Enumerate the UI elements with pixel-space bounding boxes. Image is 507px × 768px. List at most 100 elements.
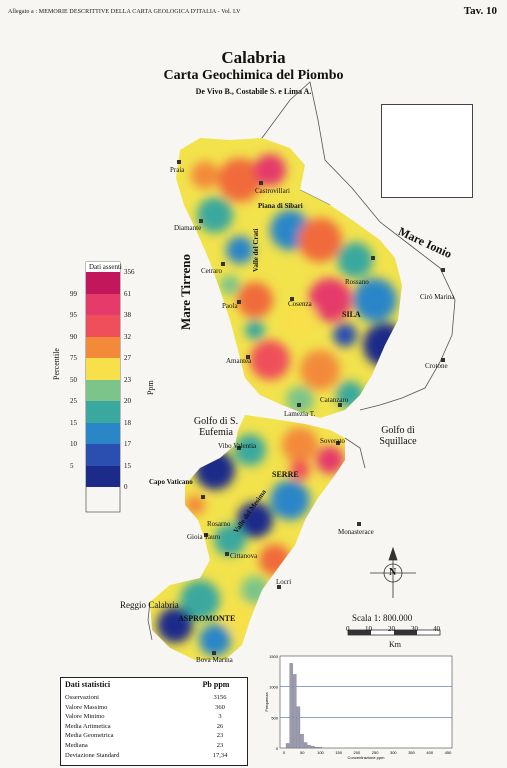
legend-percentile-value: 90 [70, 332, 77, 341]
legend-ppm-value: 32 [124, 332, 131, 341]
place-ciro-marina: Cirò Marina [420, 293, 455, 301]
histogram-xtick: 150 [335, 750, 342, 755]
place-valle-crati: Valle del Crati [252, 228, 260, 272]
italy-inset-map [381, 104, 473, 198]
north-arrow [370, 546, 416, 598]
place-cosenza: Cosenza [288, 300, 312, 308]
legend-swatch [86, 358, 120, 380]
town-markers [177, 160, 445, 655]
histogram-xtick: 0 [283, 750, 286, 755]
stats-header: Dati statistici [65, 680, 111, 689]
place-cittanova: Cittanova [230, 552, 258, 560]
histogram-bar [307, 745, 311, 749]
histogram-bar [300, 734, 304, 749]
legend-percentile-value: 25 [70, 397, 77, 405]
histogram-xtick: 100 [317, 750, 324, 755]
scale-tick-30: 30 [411, 625, 418, 633]
stats-label: Media Geometrica [65, 732, 114, 740]
legend-absent-swatch [86, 262, 120, 272]
map-authors: De Vivo B., Costabile S. e Lima A. [195, 87, 312, 96]
legend-ppm-value: 0 [124, 483, 128, 491]
legend-swatch [86, 422, 120, 444]
histogram-ytick: 1000 [269, 685, 279, 690]
histogram-bar [303, 742, 308, 749]
histogram-ylabel: Frequenza [264, 692, 269, 712]
place-sila: SILA [342, 310, 361, 319]
scale-label: Scala 1: 800.000 [352, 613, 413, 623]
legend-swatch [86, 401, 120, 423]
histogram-bar [289, 663, 293, 749]
place-praia: Praia [170, 166, 185, 174]
histogram-xlabel: Concentrazione ppm [348, 755, 386, 760]
stats-value: 360 [215, 703, 225, 711]
stats-label: Media Aritmetica [65, 722, 111, 730]
scale-unit: Km [389, 640, 401, 649]
legend-ppm-value: 20 [124, 397, 131, 405]
histogram-bar [285, 743, 290, 749]
scale-tick-0: 0 [346, 625, 350, 633]
place-locri: Locri [276, 578, 292, 586]
place-monasterace: Monasterace [338, 528, 374, 536]
plate-number: Tav. 10 [463, 5, 497, 17]
histogram-ytick: 0 [276, 746, 279, 751]
scale-tick-10: 10 [365, 625, 372, 633]
legend-swatch [86, 379, 120, 401]
place-vibo: Vibo Valentia [218, 442, 257, 450]
stats-table: Dati statistici Pb ppm Osservazioni 3156 V… [60, 677, 248, 766]
stats-label: Valore Minimo [65, 713, 105, 721]
place-diamante: Diamante [174, 224, 202, 232]
place-rosarno: Rosarno [207, 520, 231, 528]
place-gioia-tauro: Gioia Tauro [187, 533, 221, 541]
legend-swatch [86, 315, 120, 337]
gulf-squillace: Golfo di Squillace [379, 425, 417, 447]
place-crotone: Crotone [425, 362, 448, 370]
legend-ppm-value: 23 [124, 375, 131, 384]
legend-ppm-label: Ppm [146, 380, 155, 395]
histogram-bar [314, 746, 319, 749]
legend-ppm-value: 18 [124, 418, 131, 427]
legend-percentile-label: Percentile [52, 348, 61, 380]
legend-ppm-value: 17 [124, 440, 131, 448]
legend [86, 262, 120, 512]
place-lamezia: Lamezia T. [284, 410, 316, 418]
place-capo-vaticano: Capo Vaticano [149, 478, 193, 486]
histogram-xtick: 200 [354, 750, 361, 755]
stats-value: 3156 [213, 694, 227, 701]
sea-tirreno: Mare Tirreno [178, 254, 193, 330]
place-reggio-calabria: Reggio Calabria [120, 600, 179, 610]
legend-swatch [86, 465, 120, 487]
histogram-xtick: 250 [372, 750, 379, 755]
gulf-eufemia: Golfo di S. Eufemia [193, 416, 239, 438]
stats-value: 17,34 [212, 751, 228, 759]
place-bova-marina: Bova Marina [196, 656, 233, 664]
legend-absent-label: Dati assenti [89, 263, 122, 271]
legend-swatch [86, 272, 120, 294]
histogram-bar [296, 706, 301, 749]
place-soverato: Soverato [320, 437, 345, 445]
legend-percentile-value: 5 [70, 461, 74, 470]
stats-label: Osservazioni [65, 694, 99, 701]
place-piana-sibari: Piana di Sibari [258, 202, 303, 210]
histogram-xtick: 400 [426, 750, 433, 755]
stats-label: Mediana [65, 742, 88, 749]
legend-ppm-value: 61 [124, 289, 131, 298]
histogram-bar [293, 674, 297, 749]
histogram: 1500 1000 500 00 50 100 150 200 250 300 350 400 450 F… [264, 654, 453, 760]
legend-ppm-value: 27 [124, 354, 131, 362]
stats-value: 3 [218, 713, 222, 721]
legend-percentile-value: 50 [70, 375, 77, 384]
stats-label: Valore Massimo [65, 703, 108, 711]
histogram-xtick: 50 [300, 750, 305, 755]
histogram-frame [279, 655, 453, 749]
legend-ppm-value: 38 [124, 311, 131, 319]
map-subtitle: Carta Geochimica del Piombo [163, 68, 344, 83]
scale-bar [347, 629, 441, 636]
place-cetraro: Cetraro [201, 267, 222, 275]
histogram-xtick: 350 [408, 750, 415, 755]
legend-swatch [86, 293, 120, 315]
place-rossano: Rossano [345, 278, 369, 286]
scale-tick-20: 20 [388, 625, 395, 633]
stats-label: Deviazione Standard [65, 751, 120, 759]
place-amantea: Amantea [226, 357, 252, 365]
